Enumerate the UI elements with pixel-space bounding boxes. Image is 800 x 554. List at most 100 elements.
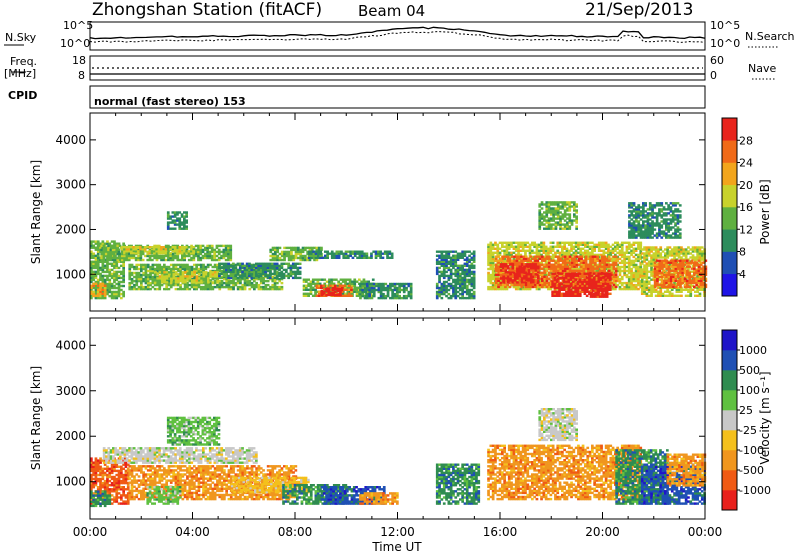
- power-cell: [616, 279, 619, 283]
- power-cell: [197, 271, 201, 275]
- power-cell: [506, 259, 510, 262]
- power-cell: [575, 269, 579, 272]
- power-cell: [377, 296, 381, 300]
- power-cell: [567, 253, 571, 257]
- power-cell: [551, 292, 554, 295]
- power-cell: [567, 286, 571, 289]
- power-cell: [167, 244, 170, 248]
- power-cell: [186, 263, 189, 267]
- power-cell: [550, 263, 553, 266]
- power-cell: [90, 244, 93, 247]
- power-cell: [99, 266, 102, 270]
- power-cell: [140, 265, 143, 269]
- power-cell: [156, 275, 159, 279]
- power-cell: [323, 278, 327, 281]
- power-cell: [275, 262, 279, 265]
- power-cell: [447, 282, 451, 286]
- power-cell: [470, 288, 474, 292]
- power-cell: [611, 287, 615, 291]
- power-cell: [224, 252, 228, 256]
- power-cell: [402, 284, 406, 288]
- power-cell: [511, 283, 514, 287]
- power-cell: [620, 287, 624, 291]
- power-cell: [191, 279, 194, 282]
- power-cell: [162, 258, 166, 262]
- power-cell: [509, 269, 512, 272]
- power-cell: [618, 253, 622, 257]
- power-cell: [227, 270, 230, 274]
- power-cell: [566, 265, 570, 268]
- power-cell: [396, 294, 399, 298]
- power-cell: [169, 267, 173, 271]
- power-cell: [589, 259, 593, 262]
- power-cell: [572, 247, 576, 250]
- power-cell: [465, 286, 469, 290]
- power-cell: [611, 269, 615, 273]
- power-cell: [499, 275, 503, 278]
- power-cell: [229, 264, 233, 267]
- power-cell: [503, 257, 506, 261]
- power-cell: [137, 273, 141, 277]
- power-cell: [115, 248, 119, 251]
- power-cell: [447, 252, 451, 255]
- power-cell: [209, 279, 213, 282]
- power-cell: [114, 254, 117, 258]
- power-cell: [204, 285, 208, 289]
- power-cell: [603, 265, 606, 268]
- power-cell: [197, 279, 201, 282]
- power-cell: [319, 254, 322, 257]
- power-cell: [207, 281, 210, 284]
- power-cell: [155, 252, 159, 256]
- power-cell: [536, 263, 540, 266]
- power-cell: [597, 249, 601, 252]
- power-cell: [332, 282, 336, 285]
- power-cell: [545, 257, 549, 260]
- power-cell: [575, 265, 579, 268]
- power-cell: [572, 292, 575, 295]
- power-cell: [289, 272, 293, 276]
- power-cell: [558, 276, 561, 279]
- power-cell: [282, 276, 286, 280]
- power-cell: [595, 280, 598, 283]
- power-cell: [370, 252, 373, 255]
- power-cell: [116, 246, 120, 250]
- power-cell: [307, 254, 311, 257]
- power-cell: [583, 286, 587, 289]
- power-cell: [96, 258, 100, 261]
- power-cell: [515, 257, 519, 260]
- power-cell: [620, 275, 624, 279]
- power-cell: [620, 249, 624, 252]
- power-cell: [614, 283, 617, 287]
- power-cell: [584, 269, 587, 273]
- power-cell: [447, 274, 451, 278]
- power-cell: [125, 250, 129, 253]
- power-cell: [637, 247, 640, 250]
- power-cell: [121, 256, 124, 260]
- power-cell: [538, 257, 542, 260]
- power-cell: [523, 271, 526, 274]
- power-cell: [287, 272, 290, 276]
- power-cell: [125, 248, 129, 251]
- power-cell: [156, 277, 160, 280]
- power-cell: [510, 253, 513, 257]
- power-cell: [601, 265, 604, 268]
- power-cell: [310, 254, 313, 257]
- power-cell: [405, 282, 408, 286]
- power-cell: [262, 287, 265, 291]
- power-cell: [534, 283, 537, 287]
- power-cell: [567, 272, 571, 275]
- power-cell: [137, 279, 141, 283]
- power-cell: [549, 287, 553, 291]
- power-cell: [614, 255, 618, 258]
- power-cell: [278, 287, 281, 291]
- power-cell: [384, 286, 388, 290]
- power-cell: [99, 292, 102, 295]
- power-cell: [503, 253, 506, 257]
- power-cell: [625, 269, 629, 273]
- power-cell: [253, 283, 256, 287]
- power-cell: [370, 282, 374, 286]
- power-cell: [607, 269, 611, 272]
- power-cell: [229, 272, 233, 276]
- power-cell: [108, 288, 112, 292]
- power-cell: [603, 261, 606, 264]
